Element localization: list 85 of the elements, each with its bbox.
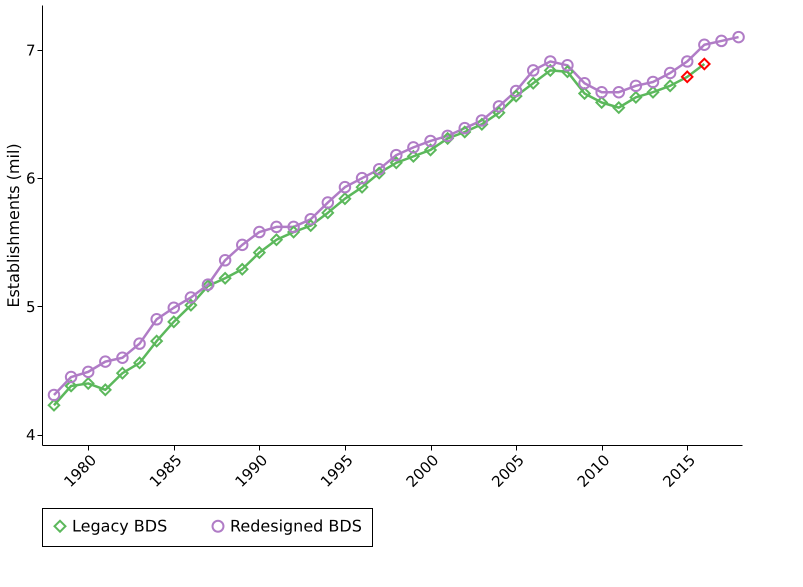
point — [510, 90, 522, 102]
point — [458, 126, 471, 138]
point — [595, 96, 608, 109]
y-tick-label: 7 — [26, 41, 36, 60]
point — [236, 238, 248, 252]
point — [578, 77, 591, 90]
point — [390, 156, 403, 170]
point — [133, 356, 146, 370]
point — [338, 180, 352, 194]
point — [698, 58, 711, 70]
point — [287, 220, 300, 234]
point — [526, 64, 540, 77]
point — [441, 130, 454, 142]
point — [492, 100, 506, 113]
point — [441, 132, 454, 145]
point — [356, 172, 368, 184]
point — [218, 272, 232, 284]
point — [236, 263, 248, 276]
point — [82, 377, 94, 390]
point — [322, 206, 334, 220]
point — [407, 141, 420, 154]
point — [476, 118, 488, 131]
point — [64, 370, 78, 384]
point — [133, 337, 146, 350]
point — [99, 384, 112, 396]
point — [526, 77, 540, 90]
point — [372, 162, 386, 176]
point — [304, 212, 317, 226]
point — [218, 254, 232, 267]
legend-label: Redesigned BDS — [230, 516, 362, 536]
point — [510, 84, 522, 98]
y-tick-label: 6 — [26, 170, 36, 188]
point — [253, 226, 266, 238]
y-axis-title: Establishments (mil) — [4, 143, 23, 308]
point — [82, 366, 94, 378]
point — [612, 101, 626, 114]
point — [356, 180, 368, 194]
point — [372, 166, 386, 180]
point — [715, 34, 728, 48]
point — [150, 334, 163, 348]
point — [390, 148, 403, 162]
point — [544, 64, 557, 77]
point — [116, 366, 129, 380]
point — [150, 313, 163, 326]
point — [680, 70, 694, 84]
point — [424, 134, 437, 148]
point — [270, 234, 283, 246]
point — [48, 388, 60, 402]
point — [646, 76, 660, 88]
point — [304, 219, 317, 232]
point — [322, 196, 334, 209]
point — [612, 86, 626, 98]
point — [116, 352, 129, 364]
point — [287, 226, 300, 238]
point — [458, 122, 471, 134]
point — [168, 316, 180, 328]
point — [407, 150, 420, 163]
point — [561, 59, 574, 72]
point — [492, 106, 506, 119]
point — [184, 298, 198, 312]
point — [544, 55, 557, 68]
point — [698, 38, 711, 51]
point — [630, 80, 642, 92]
point — [680, 55, 694, 68]
point — [664, 66, 676, 80]
point — [595, 86, 608, 98]
point — [253, 246, 266, 259]
point — [338, 192, 352, 205]
point — [732, 30, 745, 44]
point — [270, 220, 283, 234]
point — [630, 91, 642, 104]
point — [578, 87, 591, 100]
point — [561, 65, 574, 78]
point — [184, 291, 198, 304]
y-tick-label: 5 — [26, 298, 36, 316]
point — [646, 86, 660, 98]
point — [99, 355, 112, 368]
point — [48, 398, 60, 412]
legend-label: Legacy BDS — [72, 516, 168, 536]
point — [664, 80, 676, 92]
point — [64, 380, 78, 392]
y-tick-label: 4 — [26, 426, 36, 444]
point — [476, 114, 488, 127]
point — [424, 144, 437, 156]
point — [168, 302, 180, 314]
